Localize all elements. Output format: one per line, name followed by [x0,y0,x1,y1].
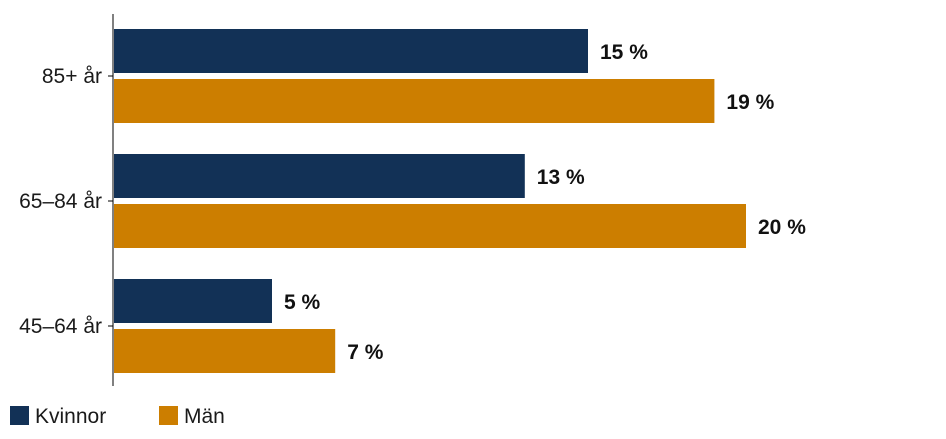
category-label-65-84-r: 65–84 år [19,190,102,213]
category-label-85-r: 85+ år [42,65,102,88]
data-label-kvinnor-65-84-r: 13 % [537,166,585,189]
legend-label-m-n: Män [184,405,225,428]
bar-m-n-85-r [114,79,715,123]
bar-m-n-65-84-r [114,204,746,248]
data-label-kvinnor-45-64-r: 5 % [284,291,321,314]
legend-swatch-kvinnor [10,406,29,425]
bar-kvinnor-65-84-r [114,154,525,198]
legend: Kvinnor Män [10,405,225,428]
category-label-45-64-r: 45–64 år [19,315,102,338]
legend-label-kvinnor: Kvinnor [35,405,106,428]
legend-swatch-m-n [159,406,178,425]
data-label-kvinnor-85-r: 15 % [600,41,648,64]
data-label-m-n-65-84-r: 20 % [758,216,806,239]
data-label-m-n-85-r: 19 % [726,91,774,114]
data-label-m-n-45-64-r: 7 % [347,341,384,364]
bar-m-n-45-64-r [114,329,336,373]
bars-group: 85+ år 15 % 19 % 65–84 år 13 % 20 % 45–64 år 5 … [19,29,806,373]
bar-kvinnor-45-64-r [114,279,272,323]
bar-kvinnor-85-r [114,29,588,73]
